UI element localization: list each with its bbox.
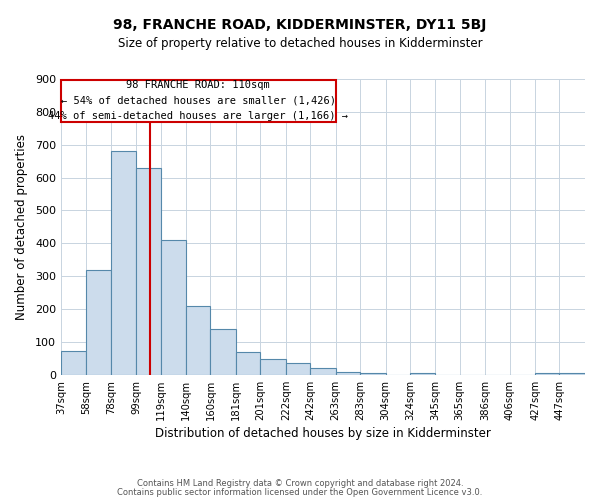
Bar [360,373,386,375]
Bar [111,150,136,375]
Bar [161,240,186,375]
X-axis label: Distribution of detached houses by size in Kidderminster: Distribution of detached houses by size … [155,427,491,440]
Bar [61,351,86,375]
Text: 98, FRANCHE ROAD, KIDDERMINSTER, DY11 5BJ: 98, FRANCHE ROAD, KIDDERMINSTER, DY11 5B… [113,18,487,32]
Text: 98 FRANCHE ROAD: 110sqm
← 54% of detached houses are smaller (1,426)
44% of semi: 98 FRANCHE ROAD: 110sqm ← 54% of detache… [49,80,349,122]
Text: Size of property relative to detached houses in Kidderminster: Size of property relative to detached ho… [118,38,482,51]
Bar [86,270,111,375]
Bar [410,373,436,375]
Text: Contains HM Land Registry data © Crown copyright and database right 2024.: Contains HM Land Registry data © Crown c… [137,478,463,488]
Bar [260,359,286,375]
Bar [559,373,585,375]
FancyBboxPatch shape [61,80,336,122]
Bar [211,330,236,375]
Y-axis label: Number of detached properties: Number of detached properties [15,134,28,320]
Bar [186,306,211,375]
Bar [136,168,161,375]
Bar [535,373,559,375]
Bar [286,363,310,375]
Bar [310,368,336,375]
Bar [236,352,260,375]
Text: Contains public sector information licensed under the Open Government Licence v3: Contains public sector information licen… [118,488,482,497]
Bar [336,372,360,375]
